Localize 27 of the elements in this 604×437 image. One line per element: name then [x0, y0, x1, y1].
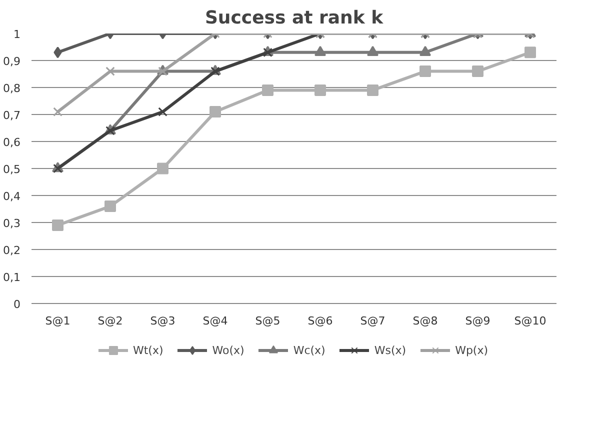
y-tick-label: 0: [14, 298, 20, 311]
y-tick-label: 0,8: [3, 82, 21, 95]
y-tick-label: 0,7: [3, 109, 21, 122]
y-tick-label: 0,5: [3, 163, 21, 176]
legend-label: Wp(x): [455, 344, 488, 356]
x-tick-label: S@6: [308, 314, 333, 328]
y-tick-label: 0,6: [3, 136, 21, 149]
x-tick-label: S@9: [465, 314, 490, 328]
chart-title: Success at rank k: [204, 8, 384, 28]
x-tick-label: S@3: [150, 314, 176, 328]
legend-label: Ws(x): [374, 344, 406, 356]
x-tick-label: S@7: [360, 314, 386, 328]
x-tick-label: S@10: [514, 314, 546, 328]
legend-label: Wc(x): [293, 344, 326, 356]
y-tick-label: 0,3: [3, 217, 21, 230]
y-tick-label: 0,2: [3, 244, 21, 257]
x-tick-label: S@2: [98, 314, 123, 328]
y-tick-label: 1: [14, 28, 20, 41]
legend-label: Wo(x): [212, 344, 244, 356]
x-tick-label: S@4: [202, 314, 228, 328]
y-tick-label: 0,4: [3, 190, 21, 203]
legend-label: Wt(x): [132, 344, 164, 356]
x-tick-label: S@8: [412, 314, 438, 328]
x-tick-label: S@5: [255, 314, 280, 328]
y-tick-label: 0,9: [3, 55, 21, 68]
y-tick-label: 0,1: [3, 271, 21, 284]
x-tick-label: S@1: [45, 314, 70, 328]
